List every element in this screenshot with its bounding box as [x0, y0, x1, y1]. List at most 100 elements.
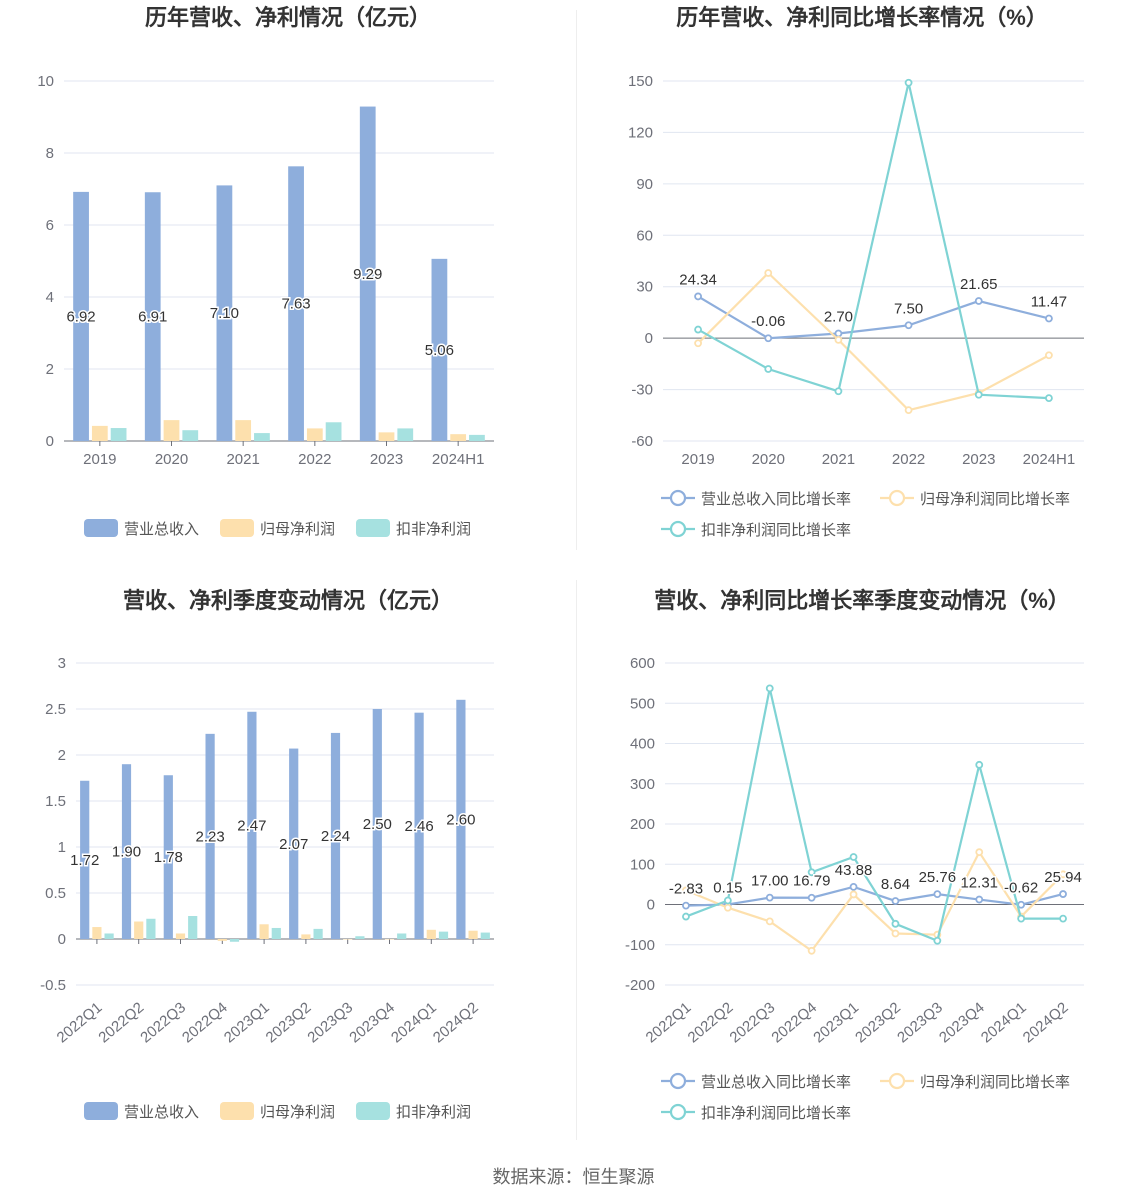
data-point [682, 886, 690, 895]
bar-value-label: 1.72 [70, 852, 99, 869]
legend-swatch-marker [669, 520, 687, 538]
x-tick-label: 2023Q4 [346, 999, 398, 1046]
y-tick-label: 60 [636, 227, 653, 244]
line-value-label: 7.50 [894, 300, 923, 317]
data-point [1045, 314, 1053, 323]
y-tick-label: -200 [625, 977, 655, 994]
data-point [765, 917, 774, 926]
x-tick-label: 2022Q4 [768, 999, 820, 1046]
bar-net-profit [175, 933, 186, 939]
bar-value-label: 1.78 [154, 849, 183, 866]
bar-value-label: 1.90 [112, 844, 141, 861]
bar-revenue [247, 711, 257, 939]
bar-net-profit [468, 930, 478, 939]
legend-item[interactable]: 扣非净利润 [356, 1102, 471, 1121]
legend-item[interactable]: 扣非净利润 [356, 519, 471, 538]
data-point [975, 895, 984, 904]
y-tick-label: 0 [645, 330, 653, 347]
series-line-net-profit-growth [685, 849, 1064, 953]
legend-label: 归母净利润同比增长率 [920, 1074, 1070, 1091]
legend-swatch-marker [669, 1103, 687, 1121]
data-point [1059, 890, 1067, 898]
bar-net-profit [306, 428, 323, 441]
annual-bar-chart-svg: 历年营收、净利情况（亿元） 0 2 4 6 8 10 2019 2020 2021 2022 2023… [37, 5, 494, 538]
bar-revenue [456, 699, 466, 939]
y-tick-label: 2.5 [45, 701, 66, 718]
x-tick-label: 2022Q2 [685, 999, 737, 1046]
x-tick-label: 2022Q1 [54, 999, 106, 1046]
bar-deducted-profit [182, 430, 199, 441]
line-value-label: 24.34 [679, 271, 717, 288]
data-point [933, 936, 942, 945]
bar-revenue [330, 732, 341, 939]
bar-deducted-profit [313, 928, 323, 939]
legend-item[interactable]: 营业总收入 [84, 519, 199, 538]
bar-deducted-profit [104, 933, 114, 939]
legend-item[interactable]: 归母净利润同比增长率 [880, 1072, 1070, 1091]
bar-revenue [216, 185, 233, 441]
legend-item[interactable]: 归母净利润 [220, 1102, 335, 1121]
quarterly-growth-line-chart-svg: 营收、净利同比增长率季度变动情况（%） -200 -100 0 100 200 300 400… [625, 588, 1084, 1122]
quarterly-bar-chart: 营收、净利季度变动情况（亿元） -0.5 0 0.5 1 1.5 2 2.5 3 2022Q1 20… [0, 575, 576, 1145]
line-value-label: 21.65 [960, 276, 998, 293]
x-tick-label: 2023Q1 [221, 999, 273, 1046]
legend-item[interactable]: 扣非净利润同比增长率 [661, 1103, 851, 1122]
bar-net-profit [384, 939, 395, 940]
legend-swatch [220, 519, 254, 537]
data-point [891, 919, 900, 928]
bar-deducted-profit [438, 931, 449, 939]
x-tick-label: 2024Q2 [1020, 999, 1072, 1046]
x-tick-label: 2023Q2 [263, 999, 315, 1046]
legend-swatch [84, 1102, 118, 1120]
legend-item[interactable]: 归母净利润 [220, 519, 335, 538]
data-point [849, 853, 858, 861]
line-value-label: -0.06 [751, 313, 785, 330]
y-tick-label: 200 [630, 816, 655, 833]
bar-value-label: 7.10 [210, 305, 239, 322]
line-value-label: 43.88 [835, 862, 873, 879]
data-point [933, 890, 942, 899]
data-point [891, 929, 900, 938]
legend-item[interactable]: 营业总收入同比增长率 [661, 1072, 851, 1091]
legend-label: 扣非净利润 [396, 1104, 471, 1121]
x-tick-label: 2022Q2 [95, 999, 147, 1046]
legend-item[interactable]: 营业总收入同比增长率 [661, 489, 851, 508]
x-tick-label: 2022Q3 [137, 999, 189, 1046]
y-tick-label: 2 [58, 747, 66, 764]
y-tick-label: 100 [630, 856, 655, 873]
bar-revenue [121, 764, 132, 939]
x-tick-label: 2022Q4 [179, 999, 231, 1046]
series-line-revenue-growth [685, 885, 1064, 907]
x-tick-label: 2023 [962, 451, 995, 468]
data-point [807, 893, 816, 902]
bar-revenue [144, 192, 161, 441]
line-value-label: -0.62 [1004, 880, 1038, 897]
legend-label: 扣非净利润同比增长率 [701, 522, 851, 539]
data-point [764, 334, 773, 343]
x-tick-label: 2024Q2 [430, 999, 482, 1046]
bar-deducted-profit [110, 428, 127, 441]
x-tick-label: 2024Q1 [388, 999, 440, 1046]
x-tick-label: 2020 [752, 451, 785, 468]
y-tick-label: -60 [631, 433, 653, 450]
data-point [723, 896, 732, 905]
bar-value-label: 2.47 [237, 817, 266, 834]
legend-item[interactable]: 营业总收入 [84, 1102, 199, 1121]
y-tick-label: -100 [625, 937, 655, 954]
legend-label: 归母净利润 [260, 1104, 335, 1121]
data-point [765, 893, 774, 902]
y-tick-label: 3 [58, 655, 66, 672]
series-line-deducted-growth [685, 688, 1064, 943]
bar-revenue [163, 775, 173, 939]
legend-label: 扣非净利润同比增长率 [701, 1105, 851, 1122]
legend-item[interactable]: 扣非净利润同比增长率 [661, 520, 851, 539]
data-point [834, 329, 843, 338]
bar-value-label: 7.63 [281, 296, 310, 313]
x-tick-label: 2023Q1 [810, 999, 862, 1046]
legend-item[interactable]: 归母净利润同比增长率 [880, 489, 1070, 508]
legend-label: 归母净利润 [260, 521, 335, 538]
bar-value-label: 2.23 [196, 828, 225, 845]
y-tick-label: 2 [46, 361, 54, 378]
data-point [904, 321, 913, 330]
bar-revenue [431, 258, 448, 441]
